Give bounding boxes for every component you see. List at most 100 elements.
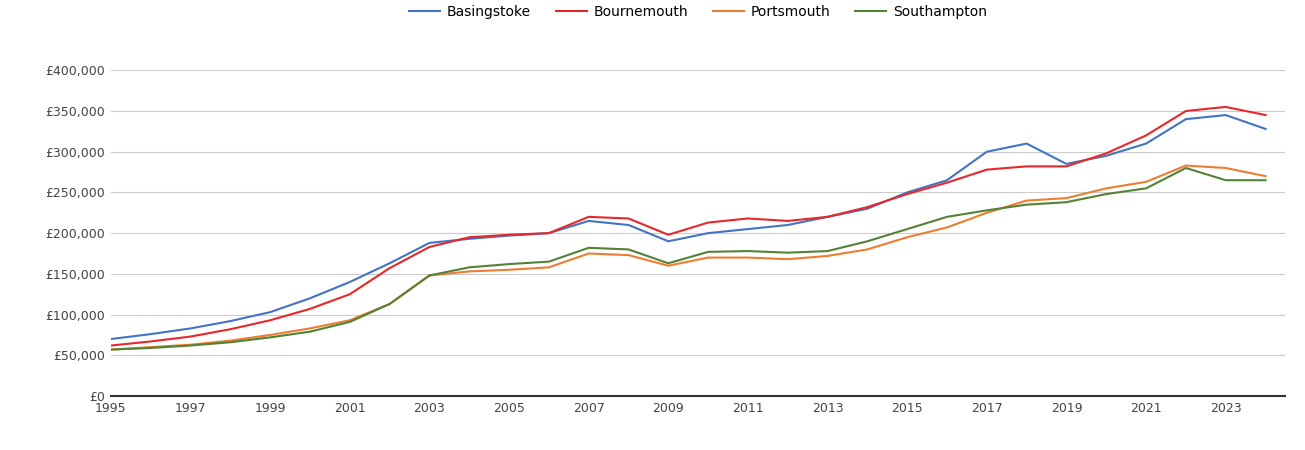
Basingstoke	[581, 218, 596, 224]
Southampton	[542, 259, 557, 264]
Basingstoke	[1138, 141, 1154, 146]
Basingstoke	[462, 236, 478, 242]
Southampton	[1058, 199, 1074, 205]
Portsmouth	[1019, 198, 1035, 203]
Portsmouth	[621, 252, 637, 258]
Southampton	[303, 329, 318, 334]
Basingstoke	[899, 190, 915, 195]
Basingstoke	[542, 230, 557, 236]
Portsmouth	[860, 247, 876, 252]
Bournemouth	[899, 191, 915, 197]
Portsmouth	[501, 267, 517, 273]
Basingstoke	[1099, 153, 1114, 158]
Basingstoke	[342, 279, 358, 285]
Southampton	[1178, 165, 1194, 171]
Southampton	[860, 238, 876, 244]
Portsmouth	[820, 253, 835, 259]
Line: Portsmouth: Portsmouth	[111, 166, 1266, 350]
Basingstoke	[701, 230, 716, 236]
Basingstoke	[303, 296, 318, 301]
Portsmouth	[144, 344, 159, 350]
Portsmouth	[740, 255, 756, 260]
Portsmouth	[542, 265, 557, 270]
Portsmouth	[979, 210, 994, 216]
Basingstoke	[940, 177, 955, 183]
Southampton	[979, 207, 994, 213]
Portsmouth	[183, 342, 198, 347]
Bournemouth	[740, 216, 756, 221]
Basingstoke	[1178, 117, 1194, 122]
Line: Southampton: Southampton	[111, 168, 1266, 350]
Southampton	[820, 248, 835, 254]
Bournemouth	[342, 292, 358, 297]
Bournemouth	[183, 334, 198, 339]
Basingstoke	[382, 261, 398, 266]
Bournemouth	[1058, 164, 1074, 169]
Bournemouth	[1138, 133, 1154, 138]
Basingstoke	[144, 331, 159, 337]
Bournemouth	[621, 216, 637, 221]
Southampton	[342, 319, 358, 324]
Southampton	[1138, 186, 1154, 191]
Southampton	[183, 343, 198, 348]
Bournemouth	[462, 234, 478, 240]
Bournemouth	[780, 218, 796, 224]
Basingstoke	[1258, 126, 1274, 131]
Bournemouth	[422, 244, 437, 250]
Southampton	[1218, 177, 1233, 183]
Basingstoke	[740, 226, 756, 232]
Basingstoke	[223, 319, 239, 324]
Bournemouth	[701, 220, 716, 225]
Bournemouth	[581, 214, 596, 220]
Southampton	[940, 214, 955, 220]
Bournemouth	[262, 318, 278, 323]
Southampton	[382, 302, 398, 307]
Portsmouth	[701, 255, 716, 260]
Basingstoke	[262, 310, 278, 315]
Basingstoke	[422, 240, 437, 246]
Portsmouth	[303, 326, 318, 331]
Portsmouth	[462, 269, 478, 274]
Bournemouth	[1218, 104, 1233, 110]
Portsmouth	[899, 234, 915, 240]
Basingstoke	[103, 336, 119, 342]
Bournemouth	[940, 180, 955, 185]
Southampton	[660, 261, 676, 266]
Southampton	[621, 247, 637, 252]
Portsmouth	[1218, 165, 1233, 171]
Line: Bournemouth: Bournemouth	[111, 107, 1266, 346]
Portsmouth	[223, 338, 239, 343]
Southampton	[262, 335, 278, 340]
Basingstoke	[1019, 141, 1035, 146]
Basingstoke	[860, 206, 876, 211]
Southampton	[501, 261, 517, 267]
Basingstoke	[501, 233, 517, 238]
Bournemouth	[979, 167, 994, 172]
Portsmouth	[342, 318, 358, 323]
Bournemouth	[1178, 108, 1194, 114]
Southampton	[899, 226, 915, 232]
Basingstoke	[621, 222, 637, 228]
Basingstoke	[183, 326, 198, 331]
Southampton	[223, 340, 239, 345]
Portsmouth	[1058, 195, 1074, 201]
Portsmouth	[660, 263, 676, 268]
Bournemouth	[542, 230, 557, 236]
Portsmouth	[1099, 186, 1114, 191]
Southampton	[103, 347, 119, 352]
Portsmouth	[1258, 173, 1274, 179]
Southampton	[1258, 177, 1274, 183]
Bournemouth	[660, 232, 676, 238]
Bournemouth	[103, 343, 119, 348]
Bournemouth	[1099, 151, 1114, 156]
Basingstoke	[1058, 161, 1074, 166]
Basingstoke	[660, 238, 676, 244]
Southampton	[462, 265, 478, 270]
Basingstoke	[820, 214, 835, 220]
Southampton	[1019, 202, 1035, 207]
Bournemouth	[501, 232, 517, 238]
Portsmouth	[780, 256, 796, 262]
Bournemouth	[144, 339, 159, 344]
Legend: Basingstoke, Bournemouth, Portsmouth, Southampton: Basingstoke, Bournemouth, Portsmouth, So…	[403, 0, 993, 24]
Southampton	[1099, 191, 1114, 197]
